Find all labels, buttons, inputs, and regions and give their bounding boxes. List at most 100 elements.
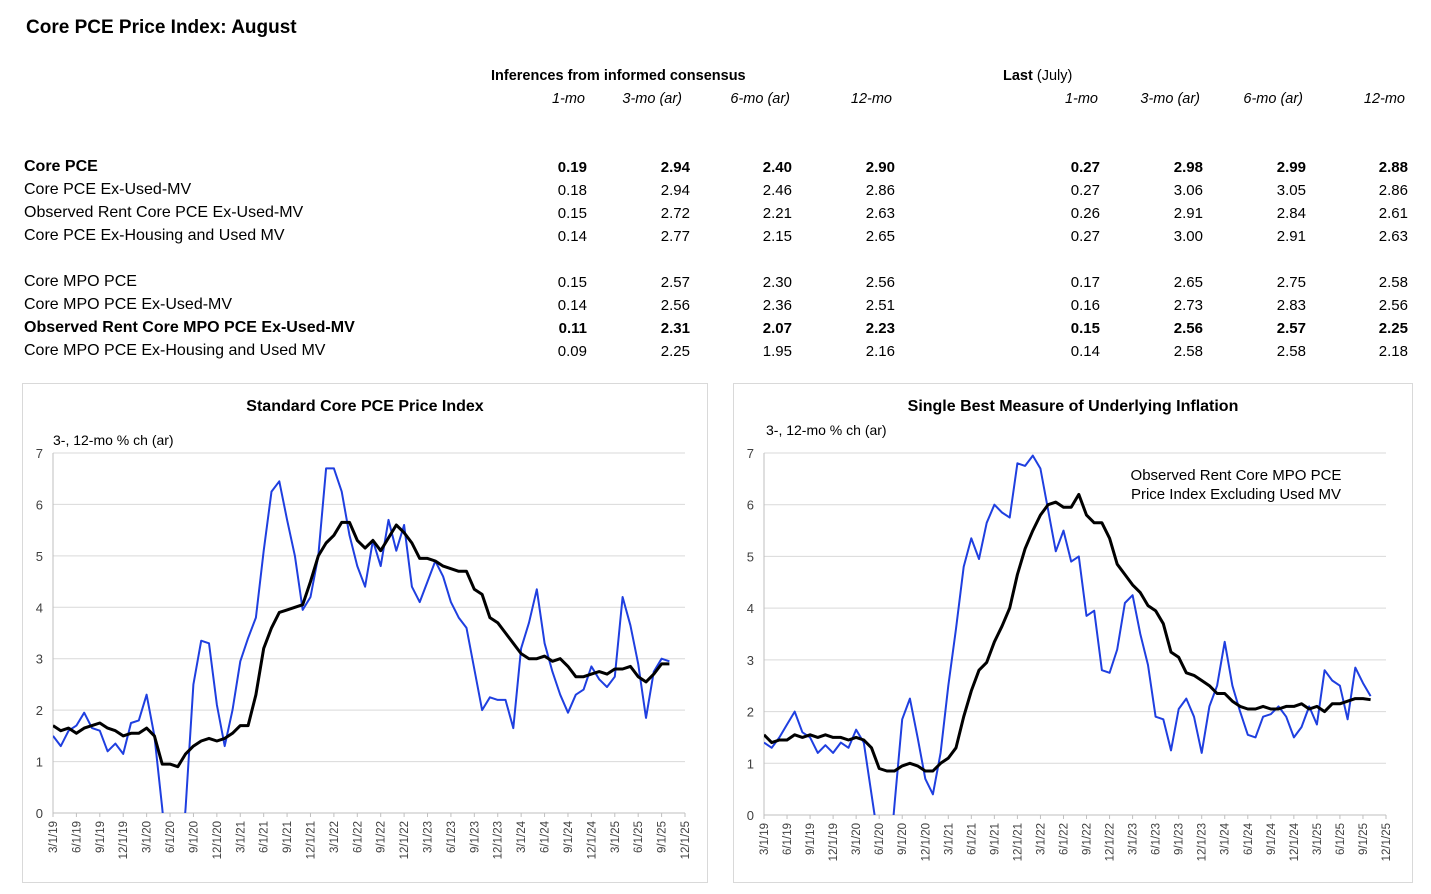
cell-consensus: 2.31 bbox=[660, 320, 690, 337]
cell-consensus: 0.14 bbox=[557, 228, 587, 245]
x-tick-label: 9/1/22 bbox=[376, 821, 388, 853]
cell-last: 0.15 bbox=[1070, 320, 1100, 337]
row-label: Core MPO PCE Ex-Used-MV bbox=[24, 296, 233, 313]
x-tick-label: 6/1/21 bbox=[259, 821, 271, 853]
x-tick-label: 9/1/21 bbox=[989, 823, 1001, 855]
chart-title: Standard Core PCE Price Index bbox=[246, 398, 484, 415]
x-tick-label: 12/1/20 bbox=[920, 823, 932, 861]
y-tick-label: 0 bbox=[747, 808, 754, 823]
cell-consensus: 2.72 bbox=[660, 205, 690, 222]
cell-consensus: 2.63 bbox=[865, 205, 895, 222]
x-tick-label: 9/1/23 bbox=[469, 821, 481, 853]
cell-consensus: 2.15 bbox=[762, 228, 792, 245]
y-axis-label: 3-, 12-mo % ch (ar) bbox=[766, 422, 887, 438]
x-tick-label: 12/1/19 bbox=[828, 823, 840, 861]
cell-consensus: 2.90 bbox=[865, 159, 895, 176]
cell-last: 2.63 bbox=[1378, 228, 1408, 245]
x-tick-label: 6/1/19 bbox=[782, 823, 794, 855]
cell-consensus: 2.07 bbox=[762, 320, 792, 337]
x-tick-label: 3/1/25 bbox=[610, 821, 622, 853]
cell-last: 2.58 bbox=[1378, 274, 1408, 291]
row-label: Observed Rent Core PCE Ex-Used-MV bbox=[24, 204, 304, 221]
cell-consensus: 0.15 bbox=[557, 205, 587, 222]
y-tick-label: 3 bbox=[747, 653, 754, 668]
chart-panel-standard: Standard Core PCE Price Index 0 1 2 3 4 5 6 7 3/… bbox=[22, 383, 708, 883]
x-tick-label: 3/1/23 bbox=[1128, 823, 1140, 855]
cell-last: 2.25 bbox=[1378, 320, 1408, 337]
chart-annotation: Observed Rent Core MPO PCE bbox=[1131, 467, 1342, 484]
x-tick-label: 9/1/22 bbox=[1082, 823, 1094, 855]
cell-last: 2.56 bbox=[1173, 320, 1203, 337]
cell-last: 2.86 bbox=[1378, 182, 1408, 199]
cell-last: 0.27 bbox=[1070, 182, 1100, 199]
group-header-last-bold: Last bbox=[1003, 68, 1033, 84]
cell-consensus: 0.19 bbox=[557, 159, 587, 176]
x-tick-label: 12/1/22 bbox=[1105, 823, 1117, 861]
cell-consensus: 2.56 bbox=[660, 297, 690, 314]
x-tick-label: 12/1/24 bbox=[586, 820, 598, 859]
x-tick-label: 12/1/22 bbox=[399, 821, 411, 859]
cell-last: 2.84 bbox=[1276, 205, 1306, 222]
x-tick-label: 6/1/20 bbox=[165, 821, 177, 853]
x-tick-label: 3/1/22 bbox=[1035, 823, 1047, 855]
cell-last: 0.27 bbox=[1070, 159, 1100, 176]
y-tick-label: 6 bbox=[747, 498, 754, 513]
y-tick-label: 6 bbox=[36, 497, 43, 512]
x-tick-label: 9/1/25 bbox=[657, 821, 669, 853]
chart-panel-best-measure: Single Best Measure of Underlying Inflat… bbox=[733, 383, 1413, 883]
cell-consensus: 2.36 bbox=[762, 297, 792, 314]
x-tick-label: 9/1/19 bbox=[95, 821, 107, 853]
cell-consensus: 2.51 bbox=[865, 297, 895, 314]
cell-consensus: 2.30 bbox=[762, 274, 792, 291]
row-label: Core MPO PCE Ex-Housing and Used MV bbox=[24, 342, 326, 359]
x-tick-label: 6/1/24 bbox=[1243, 822, 1255, 855]
x-tick-label: 3/1/24 bbox=[516, 820, 528, 853]
subheader-left-1mo: 1-mo bbox=[551, 91, 585, 107]
x-tick-label: 3/1/25 bbox=[1312, 823, 1324, 855]
subheader-left-6mo: 6-mo (ar) bbox=[730, 91, 790, 107]
cell-consensus: 2.21 bbox=[762, 205, 792, 222]
x-tick-label: 3/1/21 bbox=[235, 821, 247, 853]
cell-consensus: 2.65 bbox=[865, 228, 895, 245]
y-tick-label: 1 bbox=[36, 755, 43, 770]
x-tick-label: 3/1/21 bbox=[943, 823, 955, 855]
cell-last: 2.91 bbox=[1276, 228, 1306, 245]
cell-consensus: 2.94 bbox=[660, 182, 690, 199]
chart-best-measure: 0 1 2 3 4 5 6 7 3/1/19 6/1/19 9/1/19 12/1/19 3/1/20 6… bbox=[747, 422, 1393, 861]
cell-consensus: 2.46 bbox=[762, 182, 792, 199]
cell-consensus: 2.86 bbox=[865, 182, 895, 199]
x-tick-label: 6/1/22 bbox=[352, 821, 364, 853]
y-tick-label: 4 bbox=[36, 600, 43, 615]
y-tick-label: 3 bbox=[36, 652, 43, 667]
subheader-right-1mo: 1-mo bbox=[1064, 91, 1098, 107]
cell-last: 2.58 bbox=[1276, 343, 1306, 360]
cell-consensus: 2.16 bbox=[865, 343, 895, 360]
cell-last: 0.16 bbox=[1070, 297, 1100, 314]
x-tick-label: 3/1/22 bbox=[329, 821, 341, 853]
x-tick-label: 9/1/19 bbox=[805, 823, 817, 855]
cell-last: 2.58 bbox=[1173, 343, 1203, 360]
cell-consensus: 2.77 bbox=[660, 228, 690, 245]
x-tick-label: 12/1/23 bbox=[493, 821, 505, 859]
y-tick-label: 1 bbox=[747, 756, 754, 771]
x-tick-label: 12/1/19 bbox=[118, 821, 130, 859]
cell-last: 2.65 bbox=[1173, 274, 1203, 291]
cell-last: 0.27 bbox=[1070, 228, 1100, 245]
cell-consensus: 2.56 bbox=[865, 274, 895, 291]
x-tick-label: 6/1/23 bbox=[446, 821, 458, 853]
cell-last: 2.99 bbox=[1276, 159, 1306, 176]
row-label: Core MPO PCE bbox=[24, 273, 137, 290]
subheader-right-3mo: 3-mo (ar) bbox=[1140, 91, 1200, 107]
series-line-12mo bbox=[764, 492, 1371, 773]
series-line-12mo bbox=[53, 520, 670, 769]
y-tick-label: 2 bbox=[747, 705, 754, 720]
cell-consensus: 1.95 bbox=[762, 343, 792, 360]
cell-consensus: 2.57 bbox=[660, 274, 690, 291]
x-tick-label: 3/1/23 bbox=[423, 821, 435, 853]
x-tick-label: 6/1/21 bbox=[966, 823, 978, 855]
series-line-3mo bbox=[53, 467, 670, 813]
x-tick-label: 9/1/24 bbox=[563, 820, 575, 853]
subheader-left-3mo: 3-mo (ar) bbox=[622, 91, 682, 107]
cell-last: 3.06 bbox=[1173, 182, 1203, 199]
cell-consensus: 0.11 bbox=[558, 320, 587, 337]
